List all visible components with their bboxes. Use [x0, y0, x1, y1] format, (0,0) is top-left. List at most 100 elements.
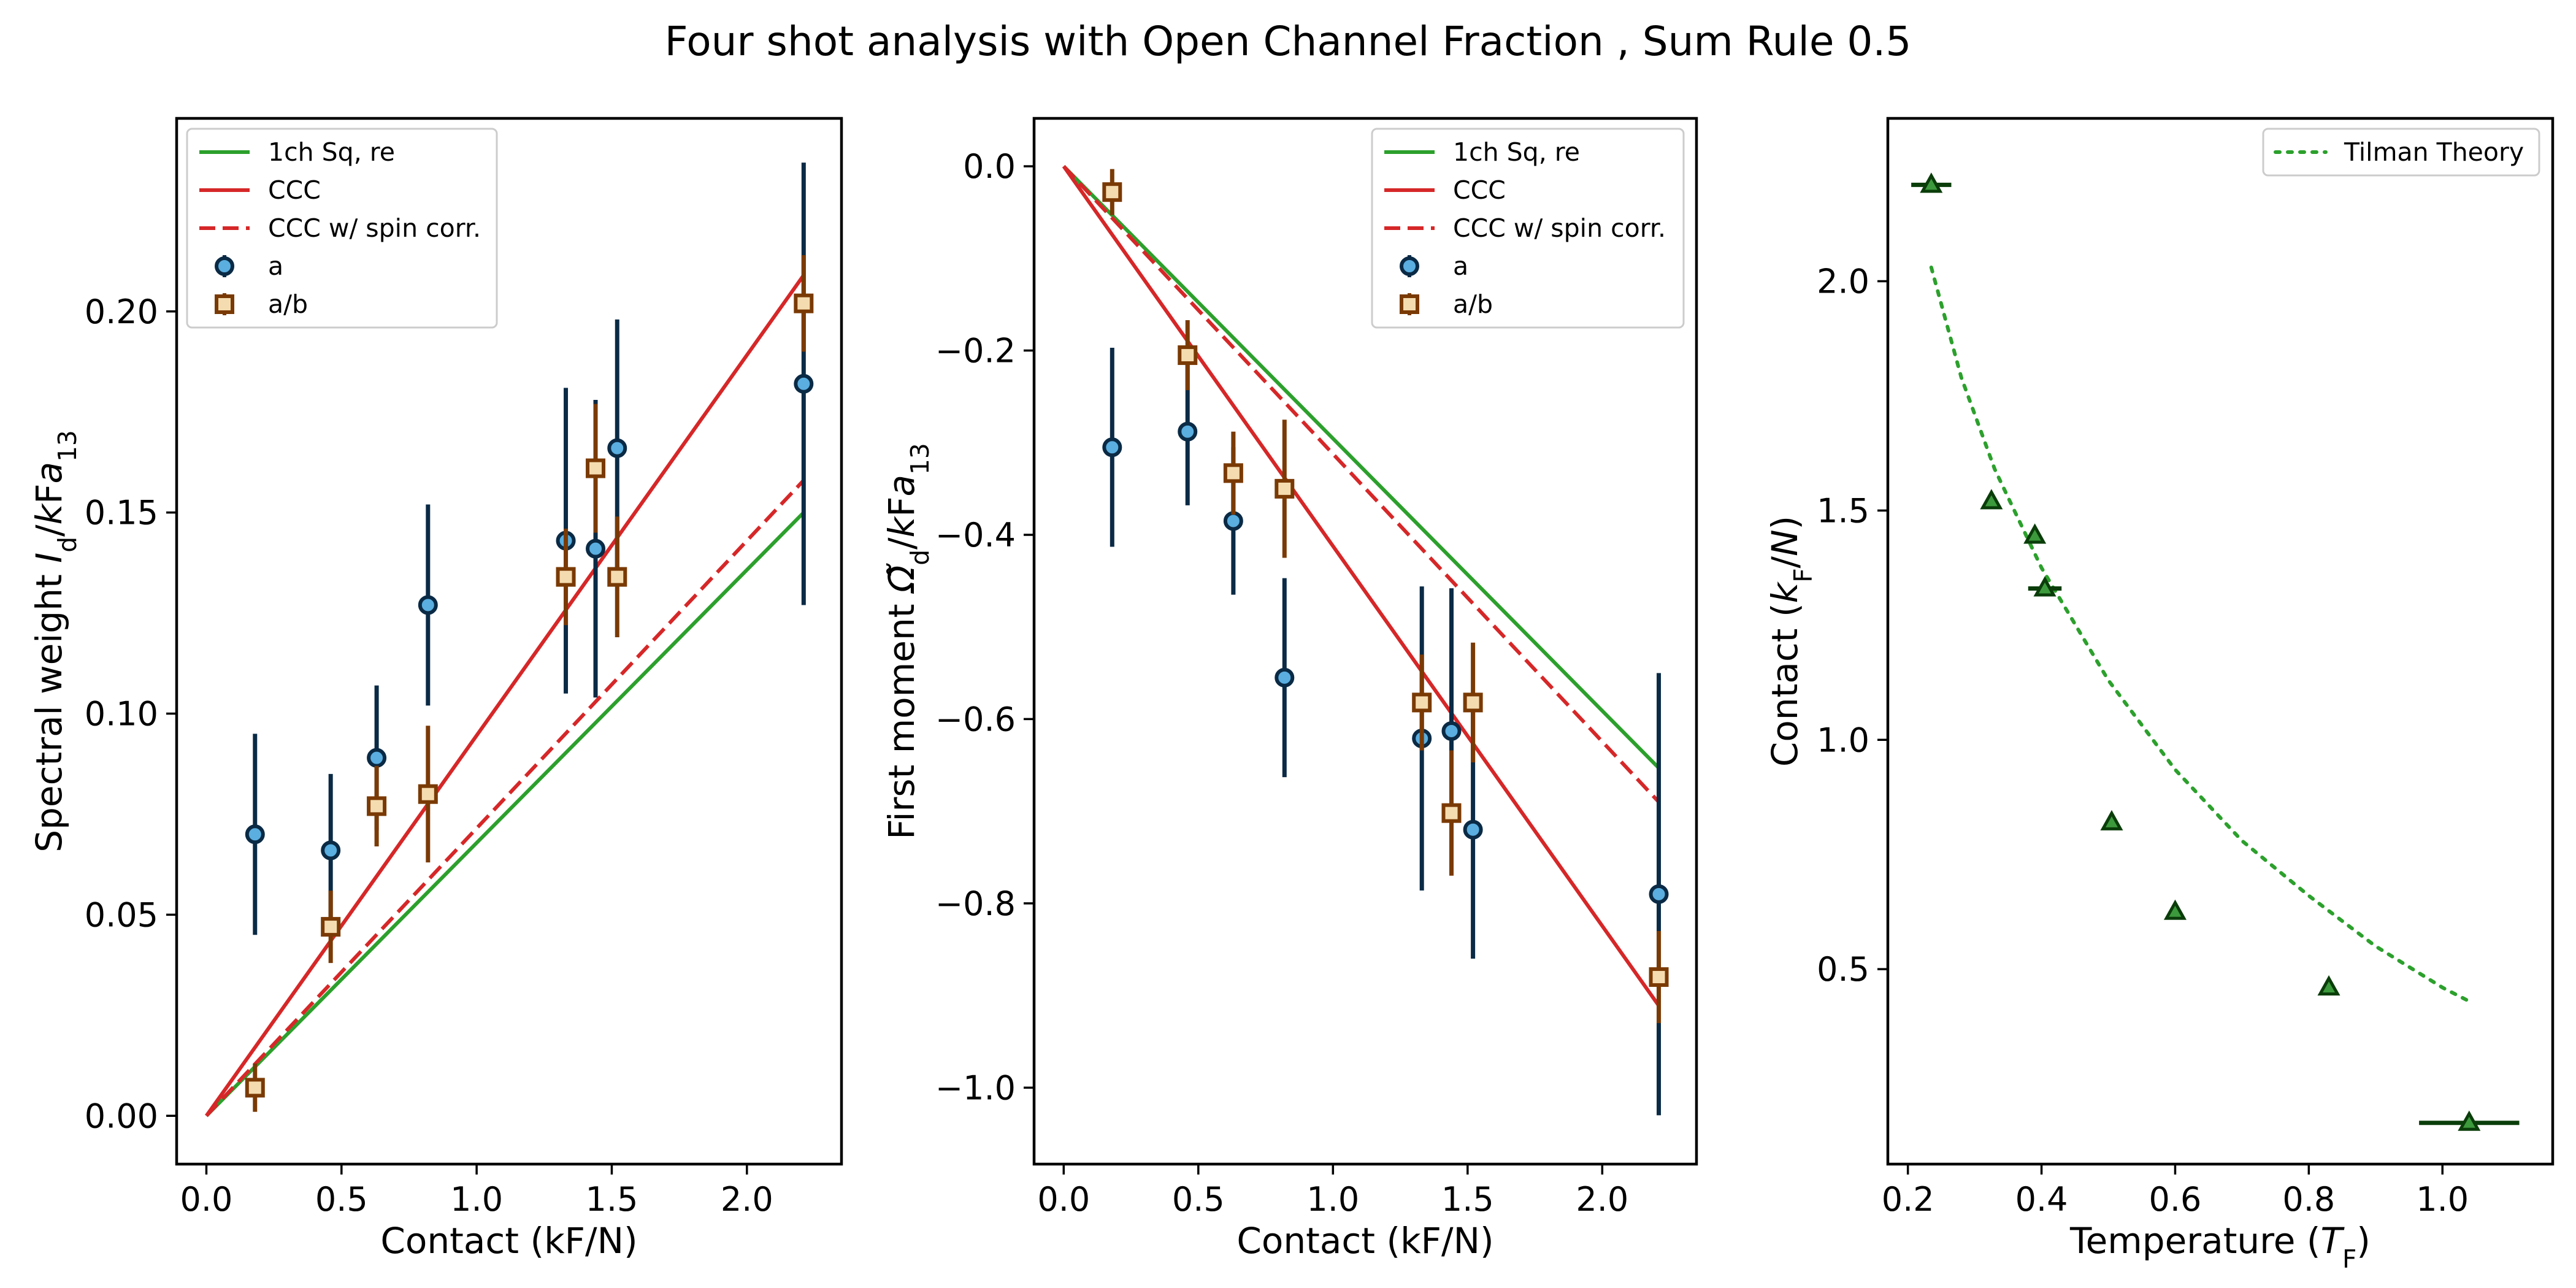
data-point — [607, 567, 627, 587]
x-tick-label: 1.0 — [450, 1180, 503, 1219]
data-point — [1102, 182, 1122, 202]
x-axis-label: Contact (kF/N) — [380, 1220, 637, 1262]
data-point — [586, 539, 606, 559]
data-point — [794, 374, 814, 394]
legend-label: a/b — [268, 289, 308, 319]
legend-label: Tilman Theory — [2344, 137, 2524, 167]
data-point — [1223, 511, 1243, 531]
data-point — [1275, 478, 1295, 499]
data-point — [794, 293, 814, 313]
data-point — [1463, 819, 1483, 840]
y-tick-label: 0.15 — [85, 494, 158, 532]
data-point — [586, 458, 606, 478]
x-tick-label: 0.0 — [1037, 1180, 1090, 1219]
x-tick-label: 0.4 — [2015, 1180, 2068, 1219]
legend-marker — [215, 294, 234, 314]
data-point — [1441, 803, 1462, 823]
contact-temperature-panel: 0.2 0.4 0.6 0.8 1.0 0.5 1.0 1.5 2.0 Temperature (… — [1764, 117, 2555, 1274]
series-line — [205, 274, 805, 1117]
x-tick-label: 1.0 — [2416, 1180, 2469, 1219]
y-tick-label: 0.10 — [85, 695, 158, 734]
x-tick-label: 0.6 — [2149, 1180, 2202, 1219]
data-point — [2023, 523, 2047, 544]
axes-frame — [175, 117, 843, 1166]
x-axis-label: Contact (kF/N) — [1236, 1220, 1493, 1262]
y-tick-label: 1.5 — [1817, 491, 1869, 530]
y-tick-label: −0.6 — [935, 700, 1016, 738]
data-point — [321, 917, 341, 937]
data-point — [2163, 899, 2187, 920]
data-point — [1178, 345, 1198, 366]
data-point — [1223, 463, 1243, 483]
data-point — [2317, 975, 2340, 996]
x-tick-label: 1.5 — [586, 1180, 638, 1219]
y-tick-label: 0.20 — [85, 293, 158, 331]
y-tick-label: −0.4 — [935, 516, 1016, 554]
legend-label: a/b — [1453, 289, 1493, 319]
series-line — [1062, 165, 1660, 803]
series-line — [1929, 266, 2471, 1003]
data-point — [321, 840, 341, 861]
legend-marker — [215, 256, 234, 276]
legend-label: a — [1453, 251, 1468, 281]
series-line — [205, 479, 805, 1117]
figure-title: Four shot analysis with Open Channel Fra… — [665, 18, 1912, 65]
y-tick-label: 0.5 — [1817, 950, 1869, 989]
spectral-weight-panel: 0.0 0.5 1.0 1.5 2.0 0.00 0.05 0.10 0.15 0.20 Conta… — [28, 117, 843, 1262]
y-tick-label: 2.0 — [1817, 262, 1869, 301]
legend — [186, 128, 498, 329]
y-tick-label: −0.2 — [935, 332, 1016, 370]
legend — [1371, 128, 1685, 329]
data-point — [245, 1078, 265, 1098]
data-point — [1275, 667, 1295, 688]
data-point — [1412, 692, 1432, 713]
x-tick-label: 0.2 — [1882, 1180, 1934, 1219]
data-point — [1102, 437, 1122, 458]
y-tick-label: −1.0 — [935, 1068, 1016, 1107]
legend-label: 1ch Sq, re — [1453, 137, 1580, 167]
x-tick-label: 0.5 — [1172, 1180, 1225, 1219]
x-tick-label: 2.0 — [1576, 1180, 1628, 1219]
x-tick-label: 1.5 — [1441, 1180, 1494, 1219]
series-line — [1062, 164, 1660, 770]
y-axis-label: First moment Ω̃d/kFa13 — [881, 443, 935, 839]
legend-label: CCC w/ spin corr. — [1453, 213, 1666, 243]
x-tick-label: 1.0 — [1306, 1180, 1359, 1219]
data-point — [1649, 967, 1669, 987]
legend — [2262, 128, 2540, 177]
legend-label: CCC — [1453, 175, 1506, 205]
series-line — [205, 511, 805, 1117]
y-tick-label: 0.05 — [85, 895, 158, 934]
y-axis-label: Spectral weight Id/kFa13 — [28, 430, 82, 852]
first-moment-panel: 0.0 0.5 1.0 1.5 2.0 0.0 −0.2 −0.4 −0.6 −0.8 −1.0 Co… — [881, 117, 1698, 1262]
y-axis-label: Contact (kF/N) — [1764, 516, 1818, 767]
legend-marker — [1400, 294, 1419, 314]
data-point — [2100, 810, 2123, 830]
x-tick-label: 0.8 — [2282, 1180, 2335, 1219]
y-tick-label: 0.0 — [963, 147, 1016, 186]
axes-frame — [1886, 117, 2555, 1166]
y-tick-label: 1.0 — [1817, 721, 1869, 759]
series-line — [1062, 165, 1660, 1007]
data-point — [1920, 172, 1943, 193]
axes-frame — [1032, 117, 1698, 1166]
data-point — [1980, 489, 2003, 510]
x-tick-label: 2.0 — [721, 1180, 773, 1219]
data-point — [2033, 576, 2057, 597]
legend-marker — [1400, 256, 1419, 276]
legend-label: a — [268, 251, 283, 281]
y-tick-label: 0.00 — [85, 1097, 158, 1135]
x-tick-label: 0.0 — [180, 1180, 233, 1219]
data-point — [1463, 692, 1483, 713]
data-point — [607, 438, 627, 458]
data-point — [1441, 721, 1462, 741]
data-point — [418, 595, 438, 615]
data-point — [367, 748, 387, 768]
data-point — [245, 824, 265, 845]
legend-label: CCC — [268, 175, 321, 205]
legend-label: CCC w/ spin corr. — [268, 213, 481, 243]
data-point — [2458, 1110, 2481, 1131]
data-point — [1178, 421, 1198, 442]
data-point — [1649, 884, 1669, 904]
